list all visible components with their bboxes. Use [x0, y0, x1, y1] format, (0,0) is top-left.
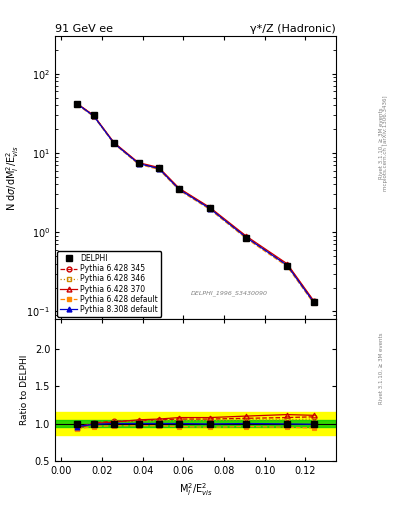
Pythia 6.428 default	[156, 166, 161, 173]
Pythia 6.428 default	[91, 114, 96, 120]
Pythia 6.428 346	[208, 205, 212, 211]
Pythia 8.308 default	[177, 186, 182, 193]
Pythia 8.308 default	[156, 165, 161, 172]
Pythia 6.428 345	[208, 205, 212, 211]
Line: Pythia 6.428 346: Pythia 6.428 346	[75, 101, 316, 304]
Pythia 8.308 default	[91, 113, 96, 119]
Line: Pythia 6.428 default: Pythia 6.428 default	[75, 102, 316, 306]
Line: Pythia 8.308 default: Pythia 8.308 default	[75, 102, 316, 305]
Y-axis label: Ratio to DELPHI: Ratio to DELPHI	[20, 355, 29, 425]
Text: DELPHI_1996_S3430090: DELPHI_1996_S3430090	[191, 291, 268, 296]
Pythia 6.428 370	[208, 204, 212, 210]
Pythia 6.428 370	[136, 160, 141, 166]
Line: Pythia 6.428 345: Pythia 6.428 345	[75, 101, 316, 304]
Pythia 8.308 default	[244, 234, 249, 241]
Text: Rivet 3.1.10, ≥ 3M events: Rivet 3.1.10, ≥ 3M events	[379, 333, 384, 404]
Text: mcplots.cern.ch [arXiv:1306.3436]: mcplots.cern.ch [arXiv:1306.3436]	[383, 96, 388, 191]
Text: Rivet 3.1.10, ≥ 3M events: Rivet 3.1.10, ≥ 3M events	[379, 108, 384, 179]
Pythia 6.428 default	[208, 206, 212, 212]
Pythia 6.428 default	[311, 300, 316, 306]
Text: γ*/Z (Hadronic): γ*/Z (Hadronic)	[250, 24, 336, 34]
Pythia 6.428 default	[285, 263, 290, 269]
Pythia 8.308 default	[208, 205, 212, 211]
Pythia 6.428 346	[244, 234, 249, 241]
Pythia 6.428 370	[285, 261, 290, 267]
Pythia 6.428 346	[177, 186, 182, 192]
Pythia 8.308 default	[75, 101, 80, 107]
Pythia 6.428 346	[311, 298, 316, 305]
Y-axis label: N d$\sigma$/dM$_l^2$/E$^2_{vis}$: N d$\sigma$/dM$_l^2$/E$^2_{vis}$	[4, 144, 21, 210]
Pythia 6.428 370	[156, 164, 161, 170]
Pythia 6.428 346	[91, 113, 96, 119]
Pythia 8.308 default	[112, 140, 116, 146]
Legend: DELPHI, Pythia 6.428 345, Pythia 6.428 346, Pythia 6.428 370, Pythia 6.428 defau: DELPHI, Pythia 6.428 345, Pythia 6.428 3…	[57, 251, 161, 317]
Pythia 6.428 345	[285, 262, 290, 268]
Pythia 6.428 345	[91, 113, 96, 119]
Pythia 6.428 346	[136, 160, 141, 166]
Pythia 8.308 default	[285, 262, 290, 268]
Pythia 6.428 345	[244, 234, 249, 240]
Text: 91 GeV ee: 91 GeV ee	[55, 24, 113, 34]
Pythia 6.428 default	[244, 236, 249, 242]
Pythia 6.428 345	[112, 140, 116, 146]
Pythia 6.428 default	[75, 102, 80, 108]
Pythia 6.428 default	[112, 141, 116, 147]
Pythia 6.428 345	[136, 160, 141, 166]
Pythia 6.428 346	[75, 101, 80, 107]
Pythia 6.428 370	[311, 297, 316, 304]
Pythia 6.428 345	[177, 186, 182, 192]
Pythia 6.428 346	[112, 140, 116, 146]
Pythia 6.428 346	[156, 165, 161, 172]
Pythia 6.428 370	[91, 112, 96, 118]
Pythia 6.428 345	[156, 165, 161, 172]
Pythia 8.308 default	[311, 299, 316, 305]
Pythia 6.428 default	[136, 161, 141, 167]
X-axis label: M$_l^2$/E$^2_{vis}$: M$_l^2$/E$^2_{vis}$	[178, 481, 213, 498]
Pythia 6.428 370	[75, 101, 80, 107]
Pythia 6.428 345	[75, 101, 80, 107]
Pythia 6.428 default	[177, 187, 182, 194]
Pythia 6.428 370	[244, 233, 249, 239]
Pythia 8.308 default	[136, 160, 141, 166]
Pythia 6.428 345	[311, 298, 316, 304]
Line: Pythia 6.428 370: Pythia 6.428 370	[75, 101, 316, 303]
Pythia 6.428 346	[285, 262, 290, 268]
Pythia 6.428 370	[177, 185, 182, 191]
Pythia 6.428 370	[112, 140, 116, 146]
